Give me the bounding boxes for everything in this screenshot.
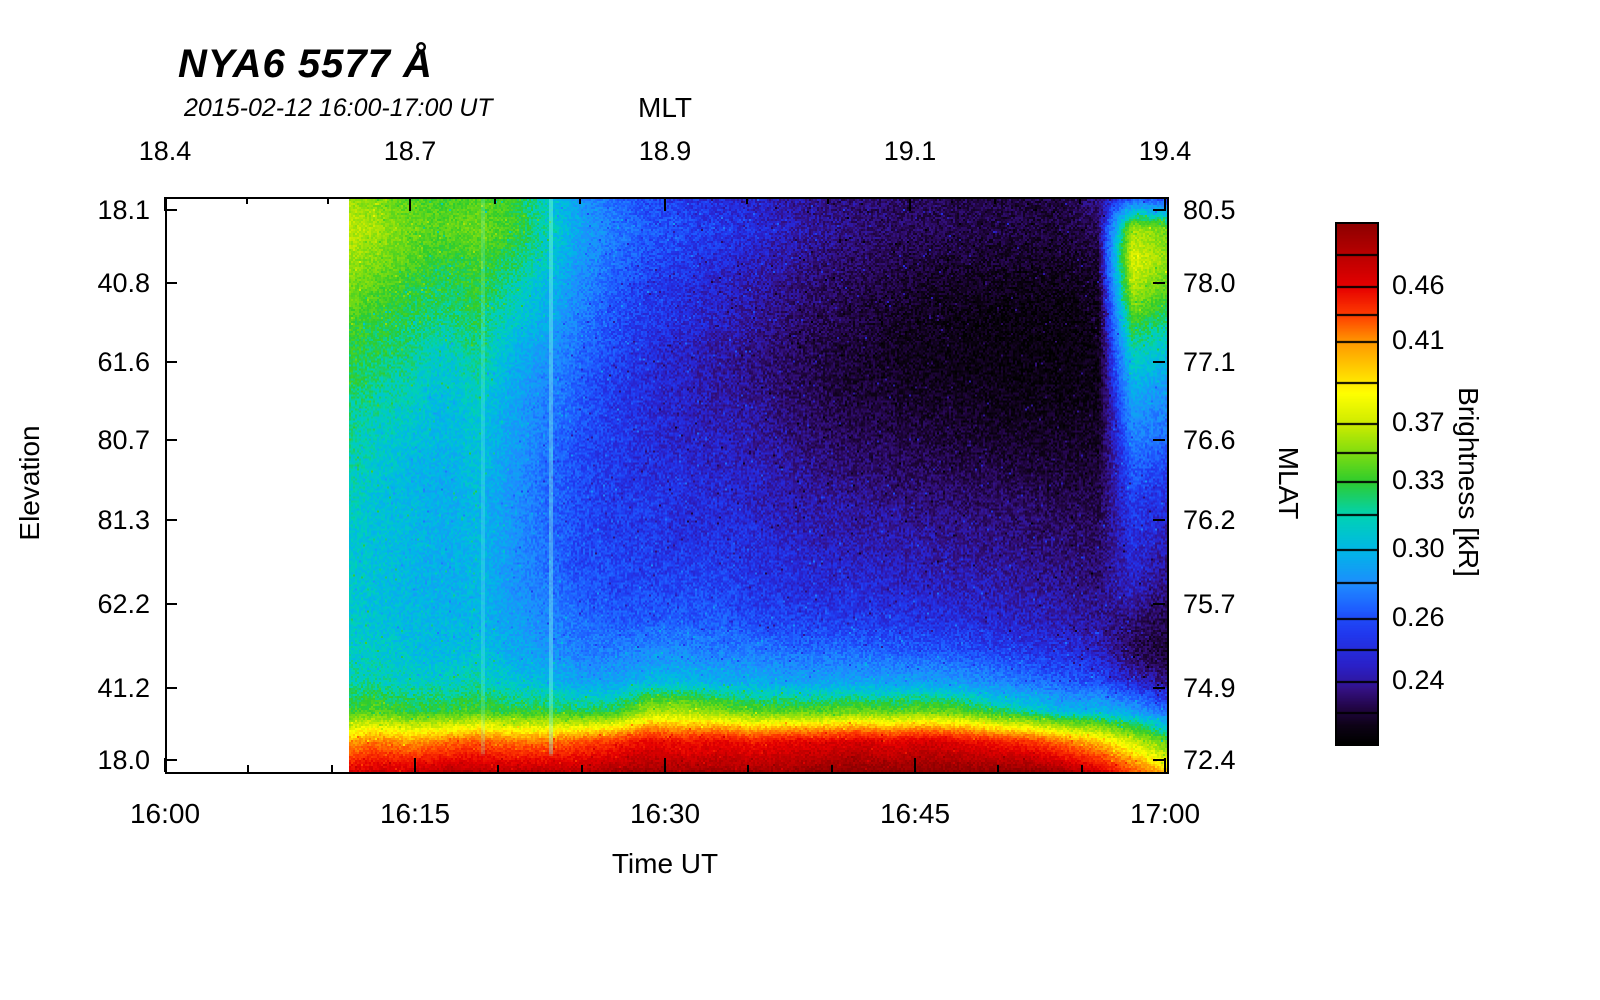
bottom-tick-mark	[1164, 758, 1166, 772]
bottom-minor-tick-mark	[1080, 765, 1083, 772]
colorbar-tick-label: 0.30	[1392, 533, 1445, 564]
heatmap-canvas	[167, 199, 1167, 772]
left-tick-label: 40.8	[97, 267, 150, 298]
top-tick-mark	[164, 197, 166, 211]
bottom-tick-label: 16:30	[629, 798, 701, 829]
right-tick-label: 77.1	[1183, 347, 1236, 378]
top-tick-mark	[664, 197, 666, 211]
bottom-minor-tick-mark	[747, 765, 750, 772]
right-tick-mark	[1153, 758, 1165, 761]
top-minor-tick-mark	[246, 197, 248, 204]
bottom-minor-tick-mark	[997, 765, 1000, 772]
top-tick-mark	[409, 197, 411, 211]
bottom-tick-mark	[664, 758, 666, 772]
left-tick-mark	[165, 687, 177, 690]
colorbar-tick-label: 0.46	[1392, 269, 1445, 300]
bottom-minor-tick-mark	[580, 765, 583, 772]
bottom-tick-mark	[414, 758, 416, 772]
colorbar	[1335, 222, 1379, 746]
right-tick-mark	[1153, 281, 1165, 284]
colorbar-tick-label: 0.41	[1392, 325, 1445, 356]
bottom-tick-label: 16:00	[129, 798, 201, 829]
top-minor-tick-mark	[494, 197, 496, 204]
left-tick-mark	[165, 361, 177, 364]
left-tick-mark	[165, 209, 177, 212]
right-tick-mark	[1153, 687, 1165, 690]
top-tick-label: 18.9	[638, 136, 692, 166]
colorbar-tick-label: 0.24	[1392, 664, 1445, 695]
plot-subtitle: 2015-02-12 16:00-17:00 UT	[184, 94, 493, 122]
colorbar-title: Brightness [kR]	[1453, 387, 1484, 577]
bottom-tick-label: 16:45	[879, 798, 951, 829]
plot-title: NYA6 5577 Å	[178, 42, 433, 86]
left-tick-mark	[165, 438, 177, 441]
top-minor-tick-mark	[1079, 197, 1081, 204]
colorbar-tick-label: 0.37	[1392, 407, 1445, 438]
bottom-minor-tick-mark	[830, 765, 833, 772]
top-minor-tick-mark	[994, 197, 996, 204]
bottom-minor-tick-mark	[247, 765, 250, 772]
top-minor-tick-mark	[827, 197, 829, 204]
right-tick-mark	[1153, 209, 1165, 212]
right-tick-label: 76.6	[1183, 424, 1236, 455]
left-tick-mark	[165, 519, 177, 522]
left-tick-mark	[165, 758, 177, 761]
top-minor-tick-mark	[327, 197, 329, 204]
left-axis-title: Elevation	[14, 425, 45, 541]
top-tick-label: 18.7	[383, 136, 437, 166]
top-tick-label: 19.1	[883, 136, 937, 166]
bottom-minor-tick-mark	[330, 765, 333, 772]
top-tick-mark	[909, 197, 911, 211]
left-tick-label: 41.2	[97, 673, 150, 704]
right-tick-mark	[1153, 438, 1165, 441]
right-axis-title: MLAT	[1273, 446, 1304, 520]
top-tick-label: 18.4	[138, 136, 192, 166]
top-minor-tick-mark	[746, 197, 748, 204]
top-tick-mark	[1164, 197, 1166, 211]
right-tick-label: 76.2	[1183, 505, 1236, 536]
right-tick-mark	[1153, 602, 1165, 605]
left-tick-mark	[165, 281, 177, 284]
left-tick-label: 61.6	[97, 347, 150, 378]
right-tick-label: 74.9	[1183, 673, 1236, 704]
top-axis-title: MLT	[638, 92, 692, 123]
colorbar-tick-label: 0.33	[1392, 464, 1445, 495]
colorbar-canvas	[1337, 224, 1377, 744]
right-tick-mark	[1153, 361, 1165, 364]
top-minor-tick-mark	[579, 197, 581, 204]
right-tick-mark	[1153, 519, 1165, 522]
left-tick-label: 62.2	[97, 588, 150, 619]
bottom-tick-mark	[164, 758, 166, 772]
left-tick-mark	[165, 602, 177, 605]
left-tick-label: 81.3	[97, 505, 150, 536]
bottom-axis-title: Time UT	[611, 848, 719, 879]
right-tick-label: 75.7	[1183, 588, 1236, 619]
left-tick-label: 80.7	[97, 424, 150, 455]
left-tick-label: 18.0	[97, 744, 150, 775]
bottom-minor-tick-mark	[497, 765, 500, 772]
colorbar-tick-label: 0.26	[1392, 602, 1445, 633]
right-tick-label: 72.4	[1183, 744, 1236, 775]
heatmap-plot-area	[165, 197, 1169, 774]
top-tick-label: 19.4	[1138, 136, 1192, 166]
bottom-tick-mark	[914, 758, 916, 772]
right-tick-label: 80.5	[1183, 195, 1236, 226]
right-tick-label: 78.0	[1183, 267, 1236, 298]
left-tick-label: 18.1	[97, 195, 150, 226]
bottom-tick-label: 17:00	[1129, 798, 1201, 829]
bottom-tick-label: 16:15	[379, 798, 451, 829]
